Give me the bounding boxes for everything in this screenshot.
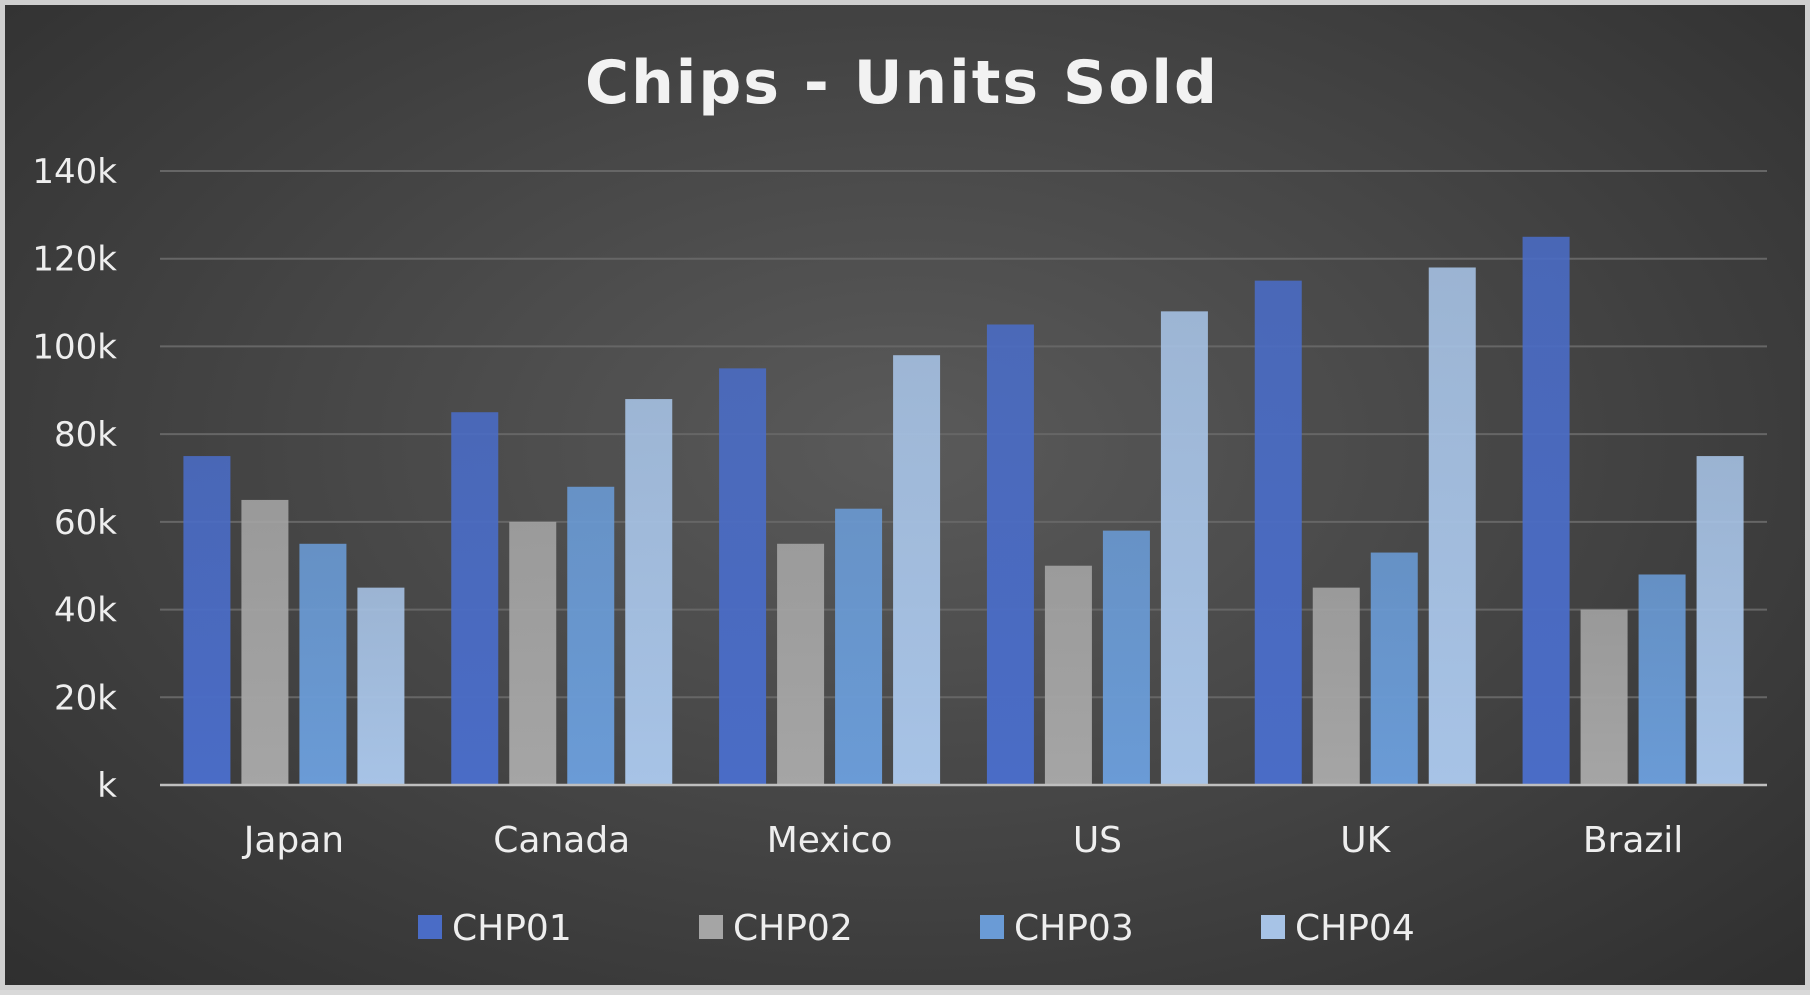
bar-chp04-japan (357, 587, 405, 785)
legend-swatch-chp04 (1261, 915, 1285, 939)
chart-canvas: Chips - Units Sold k 20k 40k 60k 80k 100k 120k… (32, 48, 1767, 949)
legend-label-chp01: CHP01 (452, 908, 572, 949)
bar-chp01-us (986, 324, 1034, 785)
x-category-label: Brazil (1583, 820, 1683, 861)
bar-chp02-uk (1312, 587, 1360, 785)
legend-swatch-chp03 (980, 915, 1004, 939)
bar-chp03-canada (567, 486, 615, 785)
legend-swatch-chp01 (418, 915, 442, 939)
y-tick-label: 80k (54, 415, 117, 455)
bar-chp03-mexico (835, 508, 883, 785)
bar-chp01-japan (183, 456, 231, 785)
bar-chp01-canada (451, 412, 499, 785)
chart-title: Chips - Units Sold (585, 48, 1219, 118)
bar-chp03-us (1102, 530, 1150, 785)
bar-chp04-us (1160, 311, 1208, 785)
bar-chp02-brazil (1580, 609, 1628, 785)
legend-label-chp02: CHP02 (733, 908, 853, 949)
bar-chp03-uk (1370, 552, 1418, 785)
x-axis-categories: Japan Canada Mexico US UK Brazil (242, 820, 1684, 861)
legend: CHP01 CHP02 CHP03 CHP04 (418, 908, 1415, 949)
bar-chp02-us (1044, 565, 1092, 785)
legend-label-chp03: CHP03 (1014, 908, 1134, 949)
x-category-label: UK (1340, 820, 1391, 861)
bar-chp04-uk (1428, 267, 1476, 785)
bar-chp01-brazil (1522, 236, 1570, 786)
bar-groups (183, 236, 1744, 786)
bar-chp02-japan (241, 499, 289, 785)
y-tick-label: 140k (32, 152, 117, 192)
bar-chp02-mexico (777, 543, 825, 785)
grid-lines (160, 170, 1767, 699)
bar-chp03-brazil (1638, 574, 1686, 785)
x-category-label: Mexico (767, 820, 893, 861)
x-category-label: Canada (493, 820, 630, 861)
y-tick-label: 40k (54, 591, 117, 631)
y-axis-ticks: k 20k 40k 60k 80k 100k 120k 140k (32, 152, 117, 806)
x-category-label: US (1073, 820, 1122, 861)
bar-chp04-canada (625, 399, 673, 785)
y-tick-label: 120k (32, 240, 117, 280)
y-tick-label: k (97, 766, 117, 806)
bar-chp01-uk (1254, 280, 1302, 785)
legend-swatch-chp02 (699, 915, 723, 939)
bar-chp02-canada (509, 521, 557, 785)
bar-chp04-mexico (893, 355, 941, 785)
bar-chp04-brazil (1696, 456, 1744, 785)
bar-chp03-japan (299, 543, 347, 785)
y-tick-label: 100k (32, 327, 117, 367)
legend-label-chp04: CHP04 (1295, 908, 1415, 949)
y-tick-label: 60k (54, 503, 117, 543)
x-category-label: Japan (242, 820, 344, 861)
bar-chp01-mexico (719, 368, 767, 785)
y-tick-label: 20k (54, 678, 117, 718)
